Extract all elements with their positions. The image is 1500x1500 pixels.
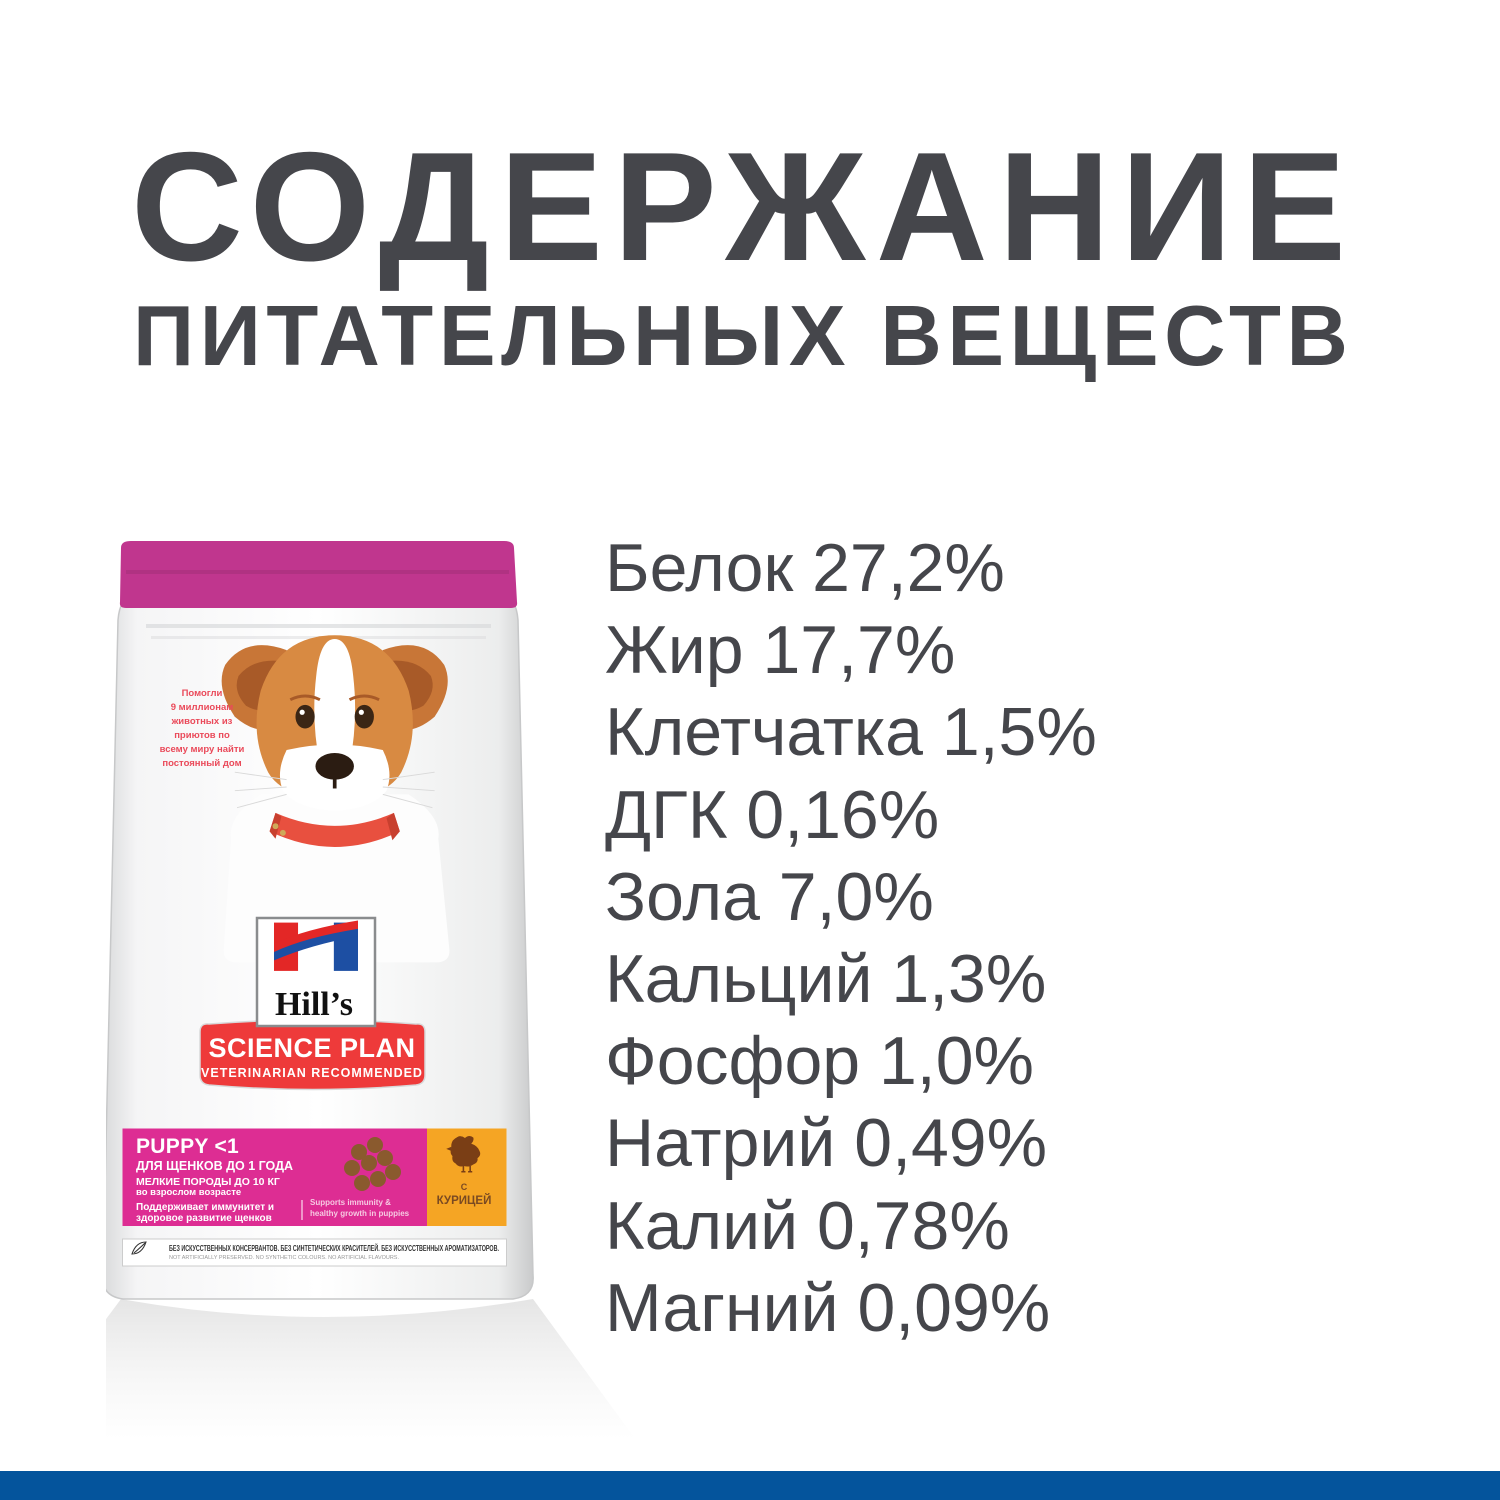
- svg-text:постоянный дом: постоянный дом: [162, 758, 241, 769]
- svg-text:Supports immunity &: Supports immunity &: [310, 1198, 391, 1207]
- svg-text:VETERINARIAN RECOMMENDED: VETERINARIAN RECOMMENDED: [201, 1066, 423, 1080]
- svg-text:животных из: животных из: [171, 716, 233, 727]
- svg-text:во взрослом возрасте: во взрослом возрасте: [136, 1187, 241, 1198]
- svg-text:БЕЗ ИСКУССТВЕННЫХ КОНСЕРВАНТОВ: БЕЗ ИСКУССТВЕННЫХ КОНСЕРВАНТОВ. БЕЗ СИНТ…: [169, 1244, 499, 1253]
- svg-text:Помогли: Помогли: [182, 688, 223, 699]
- svg-text:SCIENCE PLAN: SCIENCE PLAN: [208, 1033, 415, 1063]
- svg-text:PUPPY <1: PUPPY <1: [136, 1135, 239, 1158]
- svg-text:9 миллионам: 9 миллионам: [171, 702, 234, 713]
- svg-text:NOT ARTIFICIALLY PRESERVED. NO: NOT ARTIFICIALLY PRESERVED. NO SYNTHETIC…: [169, 1255, 399, 1261]
- svg-text:здоровое развитие щенков: здоровое развитие щенков: [136, 1213, 272, 1224]
- svg-text:C: C: [461, 1182, 468, 1192]
- svg-text:Hill’s: Hill’s: [275, 986, 353, 1023]
- svg-text:всему миру найти: всему миру найти: [160, 744, 245, 755]
- svg-text:ДЛЯ ЩЕНКОВ ДО 1 ГОДА: ДЛЯ ЩЕНКОВ ДО 1 ГОДА: [136, 1159, 293, 1173]
- svg-text:Поддерживает иммунитет и: Поддерживает иммунитет и: [136, 1202, 274, 1213]
- svg-text:healthy growth in puppies: healthy growth in puppies: [310, 1209, 410, 1218]
- svg-text:КУРИЦЕЙ: КУРИЦЕЙ: [437, 1194, 492, 1207]
- svg-text:приютов по: приютов по: [174, 730, 230, 741]
